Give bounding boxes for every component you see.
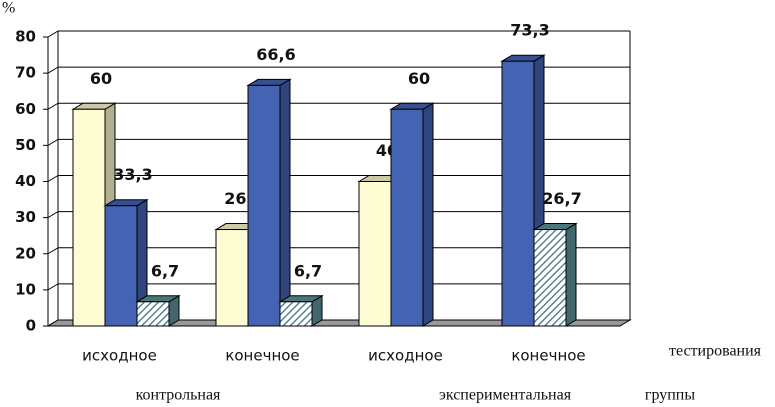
y-tick-label: 80 [15,28,36,46]
grid-line [47,211,59,219]
y-tick-label: 0 [26,317,36,335]
group-label: экспериментальная [439,387,572,404]
x-tick-label: конечное [511,347,585,365]
bar [104,205,138,327]
x-tick-label: конечное [225,347,299,365]
bar-side [565,222,577,327]
grid-line [47,30,59,38]
x-tick-label: исходное [82,347,157,365]
y-tick-label: 10 [15,280,36,298]
group-label: контрольная [136,387,221,404]
y-tick-label: 60 [15,100,36,118]
bar [358,181,392,327]
group-axis-label: группы [645,387,695,404]
bar [390,108,424,327]
x-tick-label: исходное [368,347,443,365]
y-axis-label: % [2,0,15,17]
value-label: 73,3 [510,21,549,40]
bar [533,229,567,327]
y-tick-label: 70 [15,64,36,82]
grid-line [47,138,59,146]
bar [215,229,249,327]
value-label: 60 [90,69,112,88]
grid-line [47,175,59,182]
floor [46,319,632,327]
bar-side [422,102,434,327]
grid-line [47,102,59,110]
y-tick-label: 40 [15,172,36,190]
bar [247,84,281,327]
value-label: 6,7 [151,261,179,280]
grid-line [47,247,59,255]
grid-line [47,66,59,74]
bar [136,301,170,327]
grid-line [47,283,59,291]
y-tick-label: 30 [15,208,36,226]
y-tick-label: 20 [15,244,36,262]
value-label: 60 [408,69,430,88]
value-label: 6,7 [294,261,322,280]
y-tick-label: 50 [15,136,36,154]
bar [279,301,313,327]
x-axis-label: тестирования [669,343,762,360]
value-label: 26,7 [542,189,581,208]
bar-side [279,78,291,327]
bar [72,108,106,327]
bar [501,60,535,327]
value-label: 33,3 [113,165,152,184]
value-label: 66,6 [256,45,295,64]
